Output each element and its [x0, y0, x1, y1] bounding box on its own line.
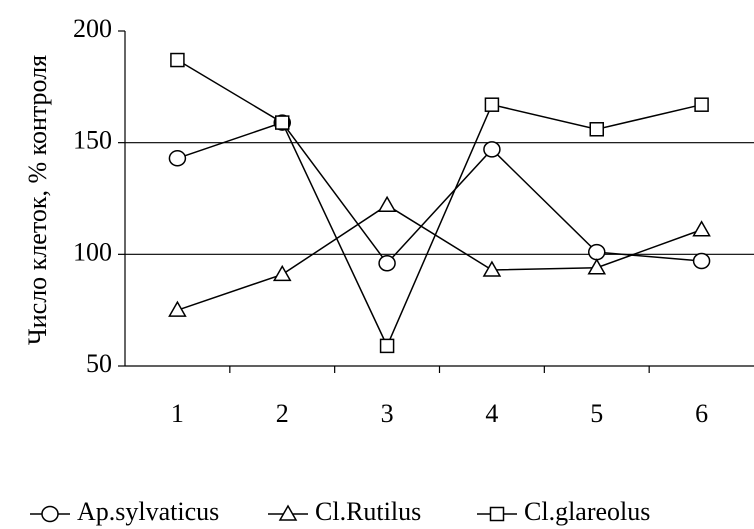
legend-label: Cl.glareolus: [524, 497, 650, 526]
y-axis-label: Число клеток, % контроля: [23, 55, 52, 345]
marker: [41, 505, 59, 523]
x-tick-label: 6: [695, 399, 708, 428]
x-tick-label: 1: [171, 399, 184, 428]
marker: [484, 97, 500, 112]
legend-label: Cl.Rutilus: [315, 497, 421, 526]
y-tick-label: 50: [86, 349, 112, 378]
marker: [692, 252, 711, 270]
marker: [278, 504, 298, 521]
marker: [692, 220, 711, 237]
y-tick-label: 150: [73, 126, 112, 155]
marker: [588, 243, 606, 261]
x-tick-label: 5: [590, 399, 603, 428]
marker: [587, 258, 607, 275]
marker: [275, 115, 290, 130]
marker: [168, 300, 187, 317]
marker: [170, 52, 185, 68]
y-tick-label: 100: [73, 237, 112, 266]
y-tick-label: 200: [73, 14, 112, 43]
marker: [694, 97, 709, 112]
marker: [489, 506, 505, 522]
marker: [482, 260, 502, 277]
legend-label: Ap.sylvaticus: [77, 497, 219, 526]
series-line: [177, 204, 702, 311]
marker: [589, 122, 604, 137]
marker: [272, 264, 292, 282]
marker: [378, 255, 396, 272]
marker: [168, 150, 187, 167]
x-tick-label: 4: [485, 399, 498, 428]
x-tick-label: 2: [276, 399, 289, 428]
series-line: [177, 121, 702, 265]
marker: [377, 195, 397, 212]
series-line: [177, 59, 702, 348]
x-tick-label: 3: [381, 399, 394, 428]
marker: [379, 338, 395, 354]
marker: [483, 141, 501, 158]
